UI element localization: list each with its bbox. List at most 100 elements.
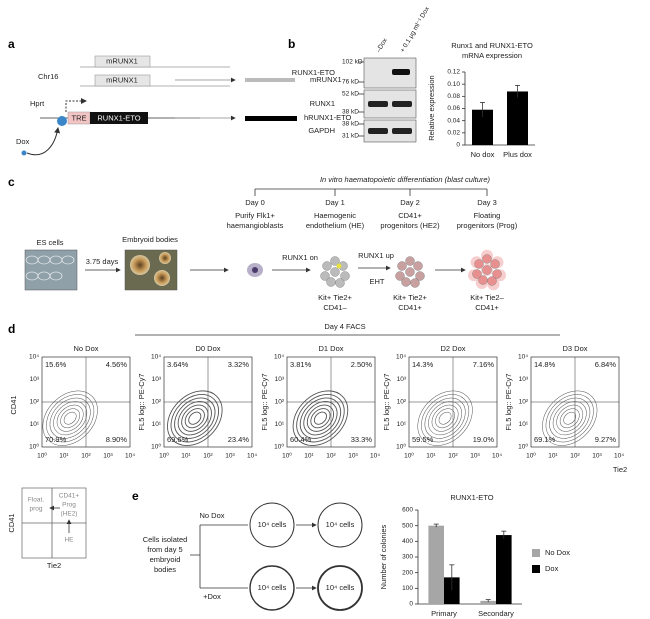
label: CD41+ bbox=[398, 303, 422, 312]
marked-cell bbox=[336, 263, 342, 269]
y-tick-label: 10³ bbox=[30, 376, 40, 383]
x-tick-label: Plus dox bbox=[503, 150, 532, 159]
quadrant-value: 4.56% bbox=[106, 360, 128, 369]
x-tick-label: 10⁴ bbox=[125, 453, 135, 460]
marker-label: 38 kD bbox=[342, 109, 359, 116]
section-title: Day 4 FACS bbox=[324, 322, 365, 331]
contour bbox=[184, 408, 205, 429]
y-tick-label: 10⁴ bbox=[518, 354, 528, 361]
transcript bbox=[245, 78, 295, 82]
label: progenitors (HE2) bbox=[380, 221, 440, 230]
y-tick-label: 10⁴ bbox=[29, 354, 39, 361]
y-tick-label: 300 bbox=[402, 554, 413, 561]
label: No Dox bbox=[199, 511, 224, 520]
x-tick-label: 10³ bbox=[470, 453, 480, 460]
quadrant-value: 6.84% bbox=[595, 360, 617, 369]
x-tick-label: 10¹ bbox=[59, 453, 69, 460]
x-tick-label: 10² bbox=[81, 453, 91, 460]
y-tick-label: 10⁰ bbox=[29, 443, 39, 451]
blot-label: RUNX1-ETO bbox=[292, 68, 335, 77]
y-tick-label: 10³ bbox=[275, 376, 285, 383]
x-tick-label: 10² bbox=[326, 453, 336, 460]
plot-y-label: FL5 log:: PE-Cy7 bbox=[137, 373, 146, 430]
cell bbox=[405, 256, 415, 266]
cell bbox=[474, 259, 484, 269]
key-label: HE bbox=[64, 537, 74, 544]
embryoid-body bbox=[159, 252, 171, 264]
x-tick-label: Primary bbox=[431, 609, 457, 618]
gene-box bbox=[94, 74, 151, 87]
quadrant-value: 69.6% bbox=[167, 435, 189, 444]
x-tick-label: 10³ bbox=[592, 453, 602, 460]
contour bbox=[424, 397, 466, 439]
x-tick-label: 10³ bbox=[103, 453, 113, 460]
quadrant-value: 8.90% bbox=[106, 435, 128, 444]
quadrant-value: 14.8% bbox=[534, 360, 556, 369]
y-tick-label: 10² bbox=[519, 399, 529, 406]
label: +Dox bbox=[203, 592, 221, 601]
contour bbox=[49, 397, 91, 439]
label: ES cells bbox=[36, 238, 63, 247]
x-tick-label: No dox bbox=[471, 150, 495, 159]
lane-label: + 0.1 μg ml⁻¹ Dox bbox=[399, 5, 431, 54]
marker-label: 31 kD bbox=[342, 133, 359, 140]
plot-y-label: FL5 log:: PE-Cy7 bbox=[504, 373, 513, 430]
y-tick-label: 10¹ bbox=[397, 421, 407, 428]
product-label: mRUNX1 bbox=[310, 75, 342, 84]
y-tick-label: 10³ bbox=[397, 376, 407, 383]
quadrant-value: 3.32% bbox=[228, 360, 250, 369]
y-tick-label: 10⁴ bbox=[274, 354, 284, 361]
label: RUNX1 up bbox=[358, 251, 394, 260]
dish-label: 10⁴ cells bbox=[258, 520, 287, 529]
y-tick-label: 10³ bbox=[519, 376, 529, 383]
contour bbox=[542, 390, 598, 446]
x-tick-label: 10⁴ bbox=[492, 453, 502, 460]
contour bbox=[292, 390, 349, 446]
label: Purify Flk1+ bbox=[235, 211, 275, 220]
y-tick-label: 0.12 bbox=[447, 69, 460, 76]
contour bbox=[310, 408, 331, 429]
cell bbox=[482, 265, 492, 275]
dish bbox=[249, 565, 295, 611]
y-axis-label: Relative expression bbox=[427, 75, 436, 140]
label: Tie2 bbox=[47, 561, 61, 570]
transcript bbox=[245, 116, 297, 121]
y-tick-label: 0.02 bbox=[447, 130, 460, 137]
y-axis-label: CD41 bbox=[7, 513, 16, 532]
y-tick-label: 10¹ bbox=[152, 421, 162, 428]
chart-title: Runx1 and RUNX1-ETO bbox=[451, 41, 533, 50]
source-label: embryoid bbox=[150, 555, 181, 564]
y-axis-label: Number of colonies bbox=[379, 524, 388, 589]
key-label: Float. bbox=[28, 497, 44, 504]
product-label: hRUNX1-ETO bbox=[304, 113, 352, 122]
error-bar bbox=[449, 564, 455, 590]
contour bbox=[167, 390, 223, 446]
y-tick-label: 0.06 bbox=[447, 105, 460, 112]
label: CD41+ bbox=[475, 303, 499, 312]
source-label: Cells isolated bbox=[143, 535, 188, 544]
contour bbox=[170, 393, 220, 443]
dox-arrow bbox=[26, 127, 61, 156]
contour bbox=[438, 411, 452, 425]
label: Kit+ Tie2+ bbox=[393, 293, 427, 302]
plot-title: No Dox bbox=[73, 344, 98, 353]
key-label: prog bbox=[29, 506, 42, 513]
label: Day 3 bbox=[477, 198, 497, 207]
plot-title: D0 Dox bbox=[195, 344, 220, 353]
x-tick-label: 10¹ bbox=[304, 453, 314, 460]
plot-title: D3 Dox bbox=[562, 344, 587, 353]
cell bbox=[397, 261, 407, 271]
panel-label: c bbox=[8, 175, 15, 189]
blot bbox=[363, 119, 417, 143]
x-tick-label: 10³ bbox=[348, 453, 358, 460]
es-image bbox=[24, 249, 78, 291]
label: Floating bbox=[474, 211, 501, 220]
section-title: In vitro haematopoietic differentiation … bbox=[320, 175, 491, 184]
quadrant-value: 15.6% bbox=[45, 360, 67, 369]
x-tick-label: Secondary bbox=[478, 609, 514, 618]
y-tick-label: 0 bbox=[456, 142, 460, 149]
cell bbox=[330, 267, 340, 277]
panel-label: b bbox=[288, 37, 295, 51]
error-bar bbox=[515, 84, 520, 98]
y-tick-label: 0.04 bbox=[447, 117, 460, 124]
